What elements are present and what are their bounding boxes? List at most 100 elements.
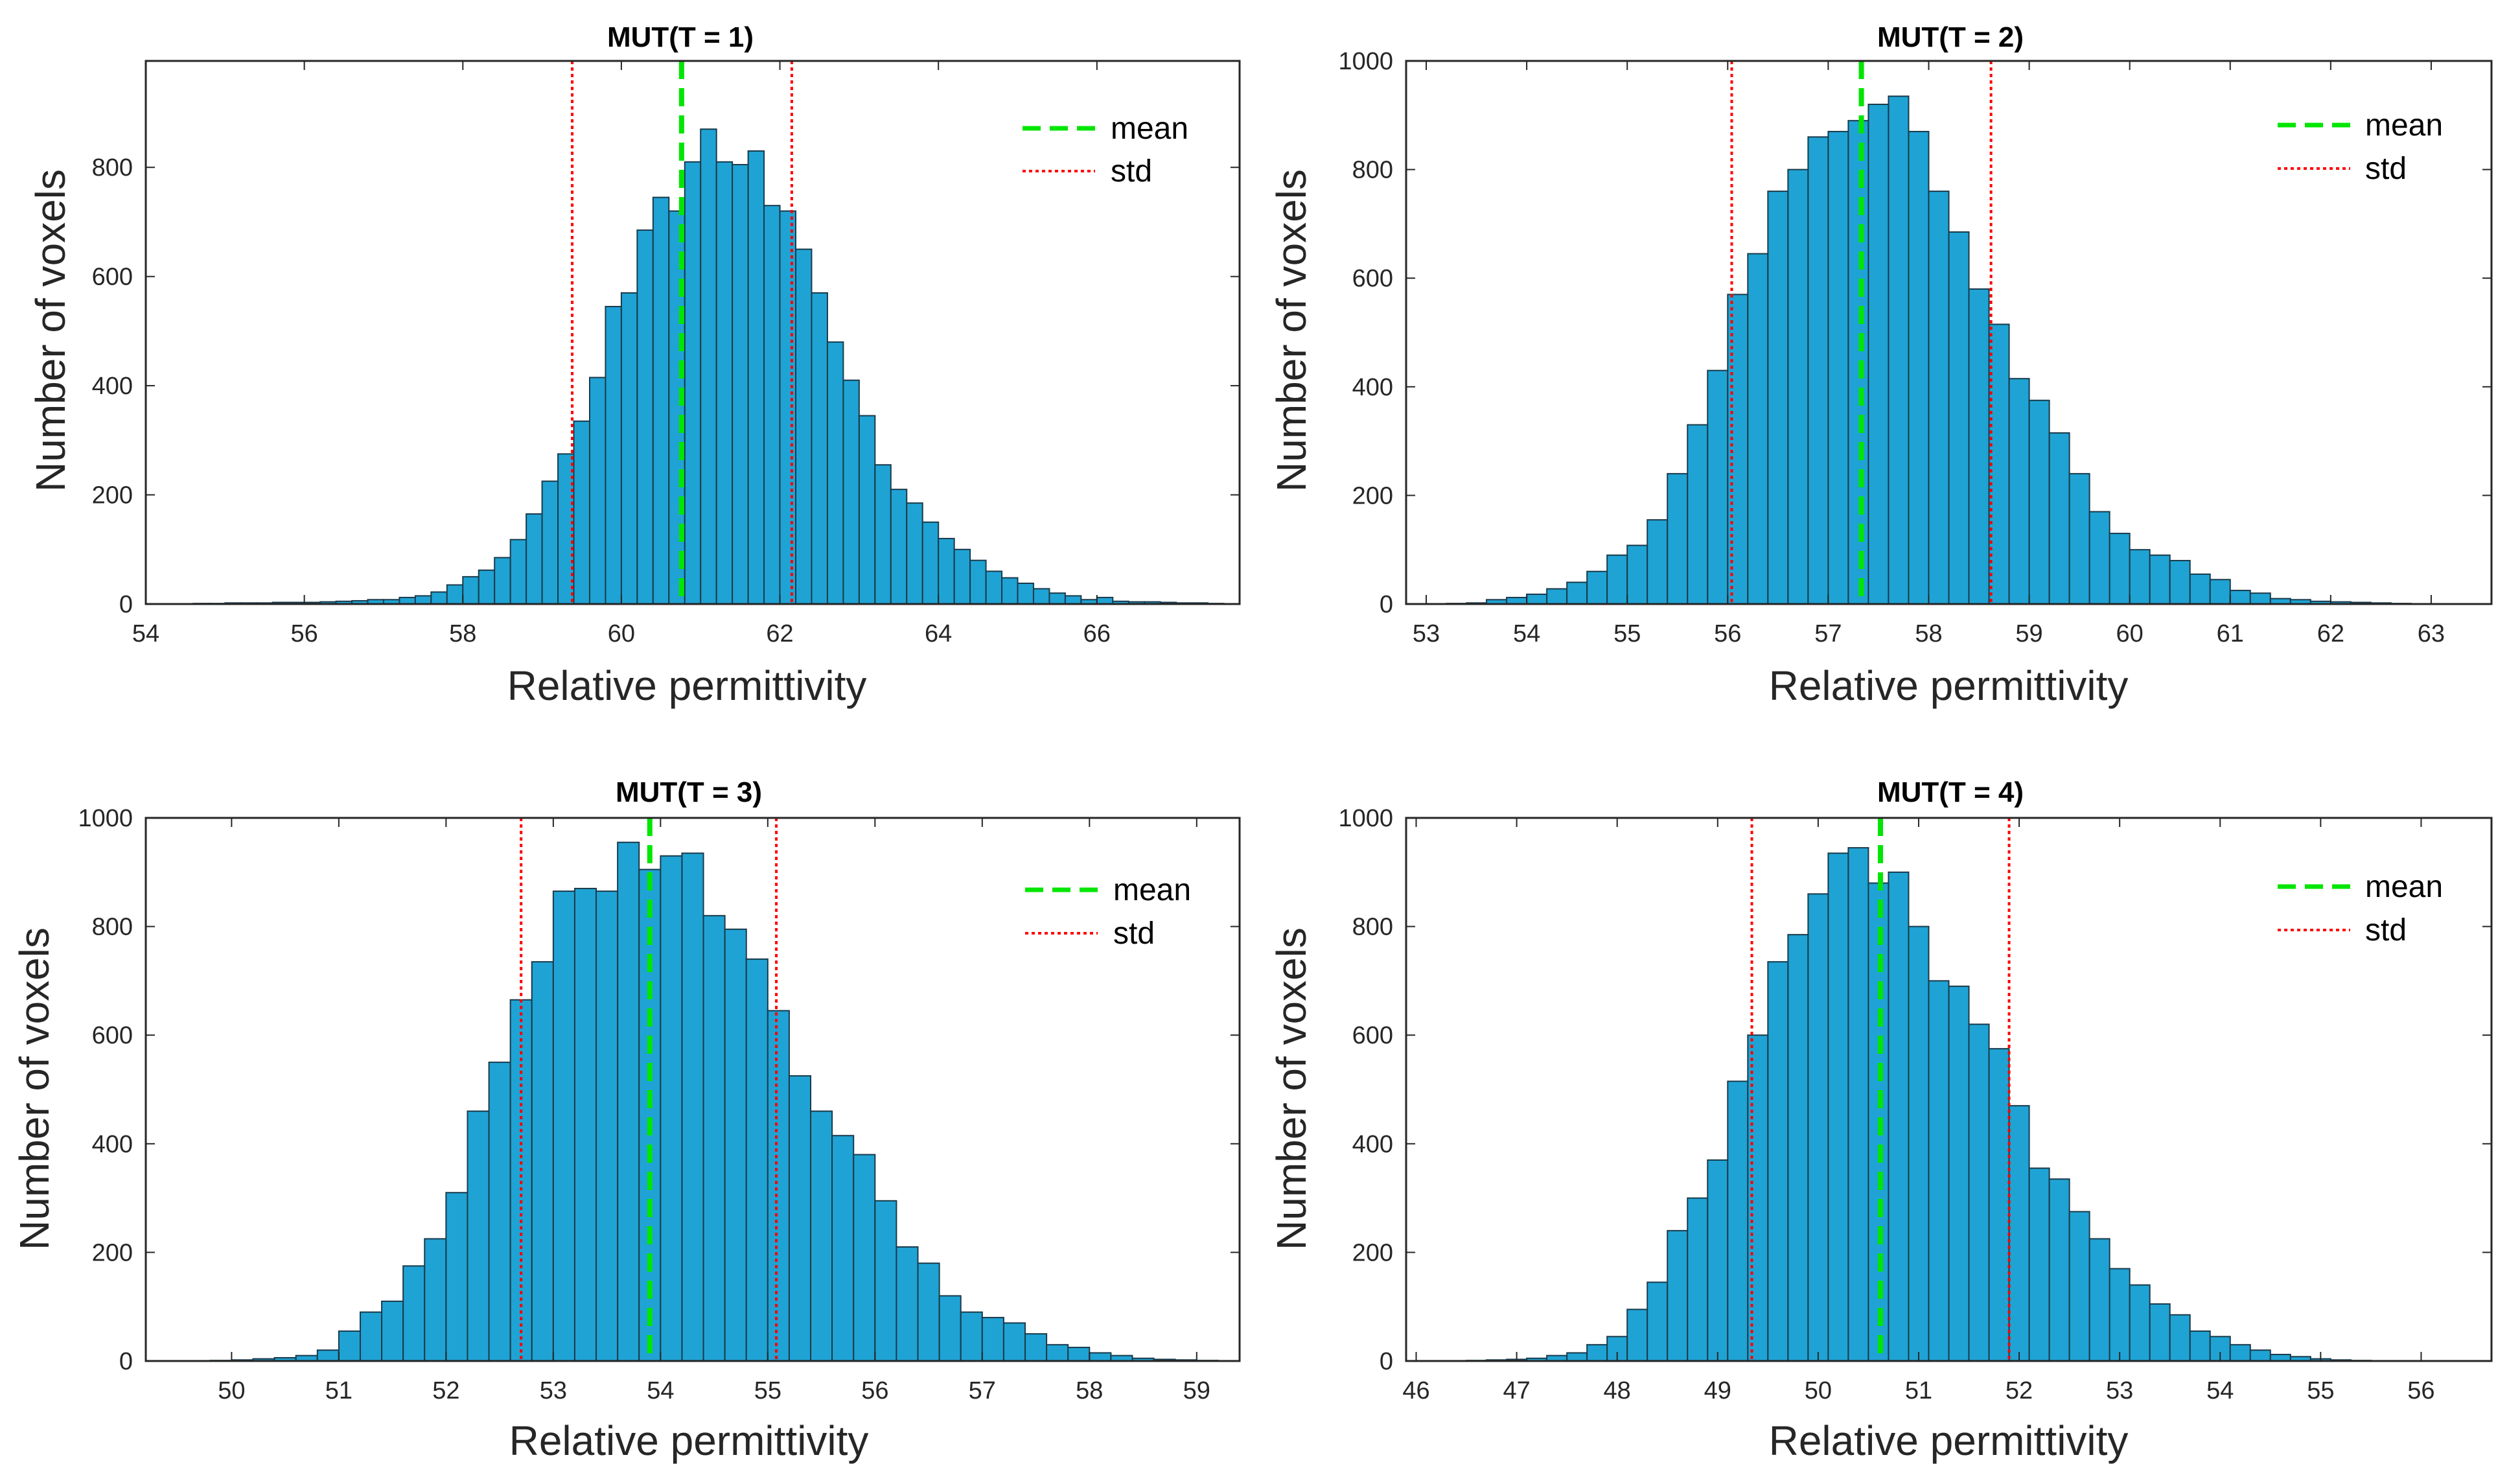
histogram-bar — [917, 1262, 940, 1362]
plot-frame — [144, 817, 1241, 1362]
x-tick-label: 53 — [1413, 620, 1440, 647]
histogram-bar — [1787, 169, 1809, 605]
histogram-bar — [1687, 424, 1709, 605]
histogram-bar — [399, 596, 416, 605]
y-tick-label: 0 — [1380, 1348, 1393, 1375]
y-tick-label: 600 — [92, 264, 133, 291]
histogram-bar — [430, 591, 448, 605]
histogram-bar — [2088, 1238, 2110, 1362]
y-axis-label: Number of voxels — [1268, 169, 1315, 492]
histogram-bar — [953, 548, 971, 605]
x-tick-label: 58 — [1915, 620, 1942, 647]
histogram-bar — [2169, 1314, 2191, 1362]
y-tick-label: 0 — [119, 591, 133, 618]
histogram-bar — [2028, 1167, 2050, 1362]
histogram-bar — [1928, 980, 1950, 1362]
histogram-bar — [1626, 1308, 1648, 1362]
histogram-bar — [2109, 1268, 2131, 1362]
x-ticks: 46 47 48 49 50 51 52 53 54 55 56 — [1402, 818, 2435, 1404]
histogram-bar — [681, 852, 704, 1362]
x-tick-label: 50 — [1805, 1377, 1832, 1404]
histogram-bar — [2209, 579, 2231, 605]
histogram-bar — [1002, 1322, 1026, 1362]
histogram-bar — [620, 292, 638, 605]
histogram-bar — [874, 1200, 897, 1362]
histogram-bar — [414, 595, 432, 605]
x-tick-label: 46 — [1402, 1377, 1429, 1404]
histogram-bar — [1647, 1281, 1669, 1362]
histogram-bar — [1707, 1159, 1729, 1362]
panel-mut-t2: MUT(T = 2) Number of voxels Relative per… — [1268, 21, 2493, 709]
x-tick-label: 57 — [1814, 620, 1842, 647]
plot-title: MUT(T = 2) — [1877, 21, 2024, 53]
histogram-bar — [1928, 191, 1950, 605]
x-tick-label: 59 — [1183, 1377, 1210, 1404]
y-tick-label: 400 — [92, 373, 133, 400]
histogram-bar — [1586, 1343, 1608, 1362]
x-tick-label: 56 — [290, 620, 318, 647]
legend-mean-label: mean — [2365, 108, 2443, 143]
histogram-bar — [638, 868, 662, 1362]
histogram-bar — [636, 229, 654, 605]
y-axis-label: Number of voxels — [11, 927, 58, 1250]
histogram-bar — [1647, 519, 1669, 605]
histogram-bar — [1064, 595, 1082, 605]
x-tick-label: 51 — [1905, 1377, 1932, 1404]
histogram-bar — [2269, 1353, 2291, 1362]
y-tick-label: 200 — [92, 482, 133, 509]
x-tick-label: 54 — [647, 1377, 674, 1404]
x-tick-label: 53 — [540, 1377, 567, 1404]
histogram-bar — [1807, 136, 1829, 605]
histogram-bar — [526, 513, 543, 605]
x-ticks: 54 56 58 60 62 64 66 — [132, 61, 1111, 647]
histogram-bar — [715, 161, 734, 605]
legend: mean std — [2278, 108, 2443, 186]
reference-lines — [571, 61, 793, 604]
histogram-bar — [2109, 533, 2131, 605]
histogram-bar — [1847, 847, 1869, 1362]
histogram-bar — [446, 584, 464, 605]
histogram-bar — [700, 128, 717, 605]
panel-mut-t1: MUT(T = 1) Number of voxels Relative per… — [27, 21, 1241, 709]
histogram-bar — [2249, 592, 2271, 605]
histogram-bar — [842, 379, 860, 605]
y-tick-label: 400 — [1352, 1131, 1393, 1158]
histogram-bar — [1687, 1197, 1709, 1362]
y-tick-label: 1000 — [78, 805, 133, 832]
x-tick-label: 47 — [1503, 1377, 1530, 1404]
histogram-bar — [1968, 288, 1990, 605]
x-tick-label: 54 — [1513, 620, 1540, 647]
legend: mean std — [1023, 111, 1188, 189]
histogram-bar — [1067, 1347, 1091, 1362]
histogram-bar — [1968, 1023, 1990, 1362]
x-tick-label: 56 — [861, 1377, 888, 1404]
histogram-bar — [2189, 573, 2211, 605]
histogram-bar — [985, 570, 1003, 605]
x-tick-label: 62 — [766, 620, 793, 647]
histogram-bar — [2048, 1178, 2070, 1362]
plot-title: MUT(T = 4) — [1877, 776, 2024, 808]
y-tick-label: 600 — [1352, 265, 1393, 292]
y-tick-label: 200 — [1352, 482, 1393, 509]
x-tick-label: 63 — [2418, 620, 2445, 647]
histogram-bar — [488, 1062, 511, 1362]
histogram-bar — [745, 958, 769, 1362]
histogram-bar — [1847, 120, 1869, 605]
histogram-bar — [779, 210, 797, 605]
y-tick-label: 600 — [1352, 1022, 1393, 1049]
histogram-bar — [1827, 852, 1849, 1362]
histogram-bar — [1787, 934, 1809, 1362]
x-axis-label: Relative permittivity — [1769, 1417, 2129, 1464]
y-tick-label: 200 — [92, 1239, 133, 1266]
histogram-bar — [858, 415, 876, 605]
x-tick-label: 58 — [1076, 1377, 1103, 1404]
x-tick-label: 66 — [1083, 620, 1111, 647]
legend-mean-label: mean — [2365, 870, 2443, 904]
histogram-bar — [1046, 1343, 1069, 1362]
histogram-bar — [668, 210, 686, 605]
y-tick-label: 400 — [1352, 374, 1393, 401]
x-tick-label: 57 — [969, 1377, 996, 1404]
x-tick-label: 54 — [132, 620, 159, 647]
histogram-bar — [1727, 1080, 1749, 1362]
histogram-bar — [1667, 1229, 1689, 1362]
